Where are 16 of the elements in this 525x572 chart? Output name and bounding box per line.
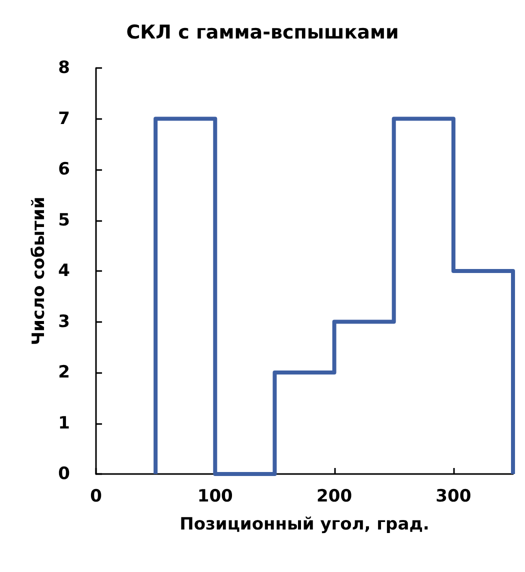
y-tick-label: 3 — [58, 312, 70, 332]
y-tick-label: 6 — [58, 160, 70, 180]
chart-title: СКЛ с гамма-вспышками — [126, 22, 399, 44]
y-tick-label: 1 — [58, 413, 70, 434]
y-tick-label: 7 — [58, 108, 70, 129]
y-tick-label: 4 — [58, 261, 70, 281]
x-tick-label: 200 — [316, 486, 352, 506]
y-tick-label: 5 — [58, 210, 70, 230]
y-tick-label: 8 — [58, 58, 70, 78]
x-axis-title: Позиционный угол, град. — [180, 514, 430, 534]
y-axis-title: Число событий — [28, 196, 49, 346]
y-tick-label: 0 — [58, 464, 70, 484]
x-tick-label: 100 — [197, 486, 234, 506]
x-tick-label: 300 — [436, 486, 472, 506]
y-tick-label: 2 — [58, 362, 70, 382]
x-tick-label: 0 — [90, 486, 102, 506]
